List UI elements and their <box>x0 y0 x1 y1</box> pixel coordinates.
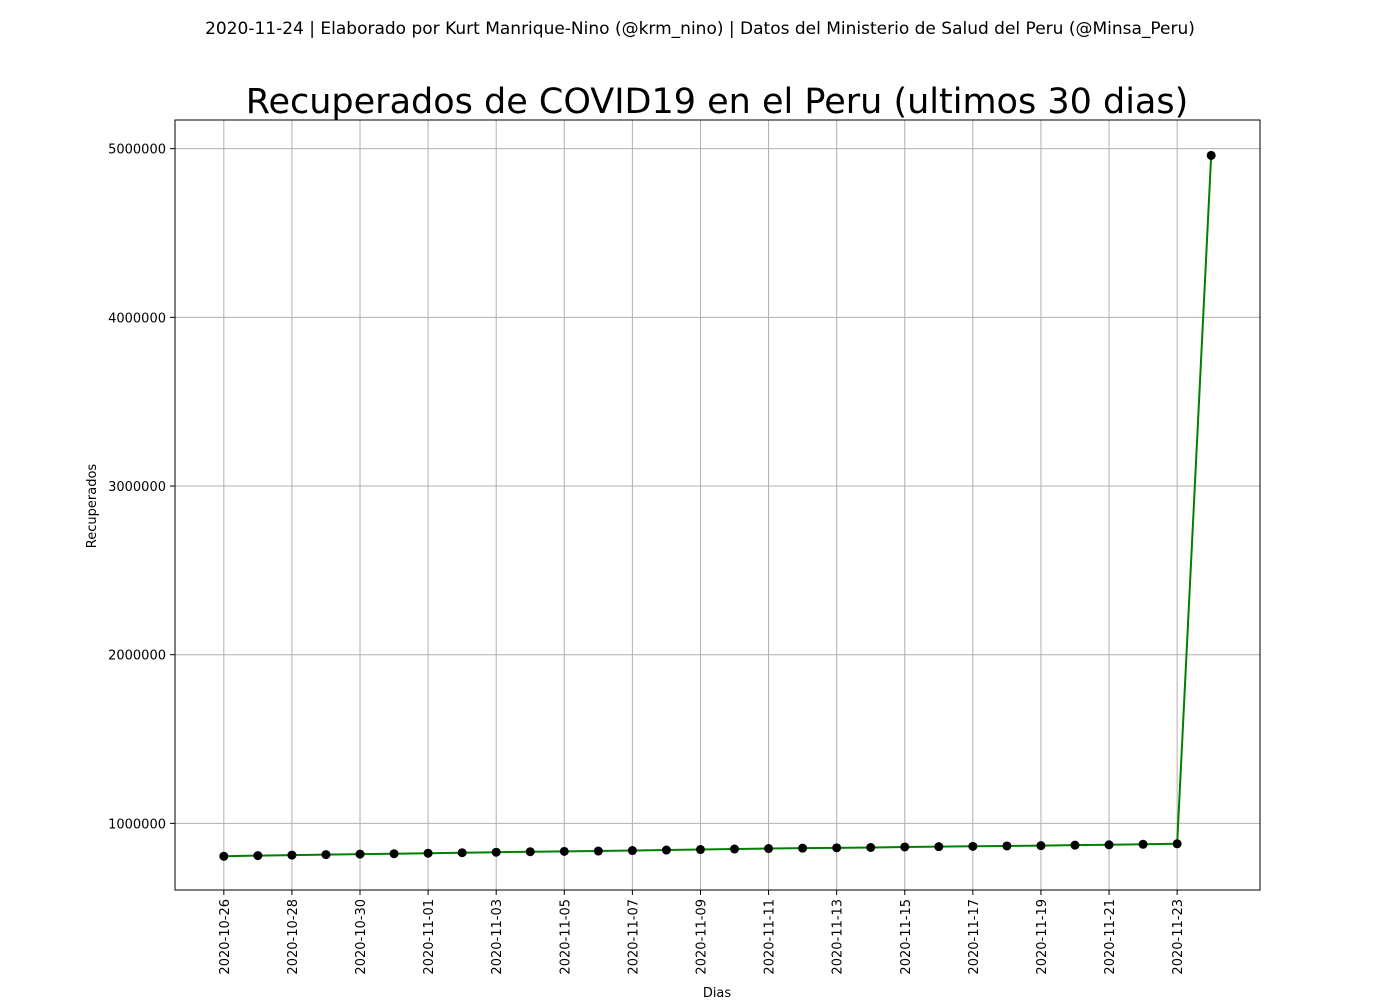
data-point <box>423 848 433 858</box>
data-point <box>934 842 944 852</box>
data-point <box>832 843 842 853</box>
data-point <box>355 849 365 859</box>
x-tick-label: 2020-10-30 <box>354 899 369 975</box>
data-point <box>457 848 467 858</box>
x-tick-label: 2020-11-03 <box>490 899 505 975</box>
x-tick-label: 2020-11-07 <box>626 899 641 975</box>
data-point <box>593 846 603 856</box>
data-point <box>491 847 501 857</box>
x-tick-label: 2020-11-21 <box>1103 899 1118 975</box>
x-tick-label: 2020-11-01 <box>422 899 437 975</box>
data-point <box>627 846 637 856</box>
data-point <box>866 842 876 852</box>
x-tick-label: 2020-11-17 <box>967 899 982 975</box>
marker-layer <box>219 150 1216 861</box>
x-axis: 2020-10-26 2020-10-28 2020-10-30 2020-11-01… <box>218 890 1186 975</box>
y-axis: 1000000 2000000 3000000 4000000 5000000 <box>108 143 175 832</box>
y-tick-label: 3000000 <box>108 480 166 495</box>
data-point <box>389 849 399 859</box>
data-point <box>968 841 978 851</box>
x-tick-label: 2020-11-15 <box>899 899 914 975</box>
x-tick-label: 2020-11-23 <box>1171 899 1186 975</box>
data-point <box>525 847 535 857</box>
data-point <box>253 851 263 861</box>
data-point <box>764 844 774 854</box>
x-tick-label: 2020-11-13 <box>831 899 846 975</box>
x-tick-label: 2020-10-26 <box>218 899 233 975</box>
data-point <box>1036 841 1046 851</box>
data-point <box>219 851 229 861</box>
x-tick-label: 2020-11-19 <box>1035 899 1050 975</box>
y-tick-label: 5000000 <box>108 143 166 158</box>
data-point <box>900 842 910 852</box>
data-point <box>1002 841 1012 851</box>
x-tick-label: 2020-11-11 <box>763 899 778 975</box>
y-axis-label: Recuperados <box>85 464 100 549</box>
x-tick-label: 2020-11-09 <box>694 899 709 975</box>
data-point <box>1206 150 1216 160</box>
plot-area <box>174 119 1261 891</box>
data-point <box>559 846 569 856</box>
x-tick-label: 2020-10-28 <box>286 899 301 975</box>
y-tick-label: 4000000 <box>108 311 166 326</box>
series-line <box>223 155 1213 858</box>
data-point <box>1138 839 1148 849</box>
data-point <box>730 844 740 854</box>
y-tick-label: 1000000 <box>108 817 166 832</box>
data-point <box>1104 840 1114 850</box>
data-point <box>321 850 331 860</box>
data-point <box>798 843 808 853</box>
series-line-layer <box>223 155 1213 858</box>
x-axis-label: Dias <box>703 986 732 1000</box>
data-point <box>287 850 297 860</box>
grid <box>175 120 1260 890</box>
data-point <box>661 845 671 855</box>
y-tick-label: 2000000 <box>108 649 166 664</box>
data-point <box>695 845 705 855</box>
data-point <box>1070 840 1080 850</box>
data-point <box>1172 839 1182 849</box>
chart-title: Recuperados de COVID19 en el Peru (ultim… <box>246 82 1189 122</box>
suptitle: 2020-11-24 | Elaborado por Kurt Manrique… <box>205 19 1195 39</box>
x-tick-label: 2020-11-05 <box>558 899 573 975</box>
